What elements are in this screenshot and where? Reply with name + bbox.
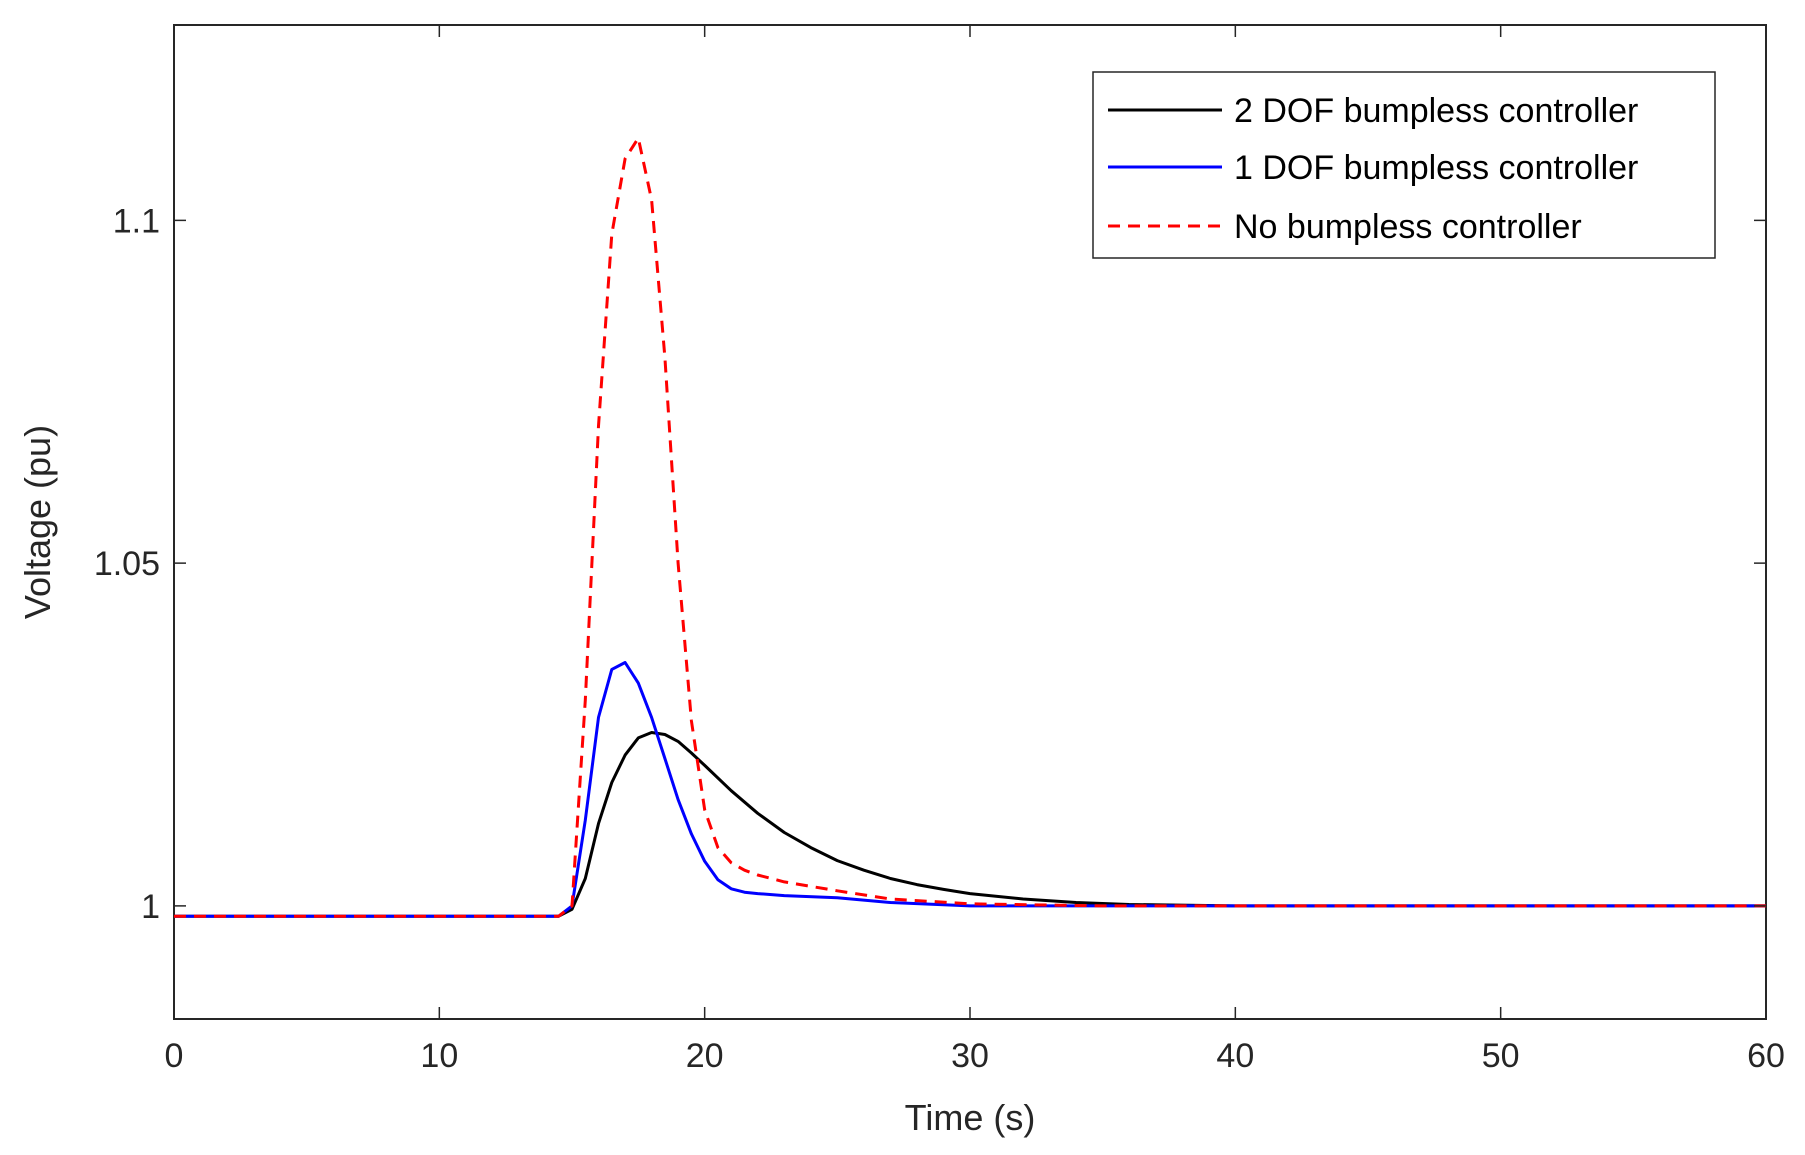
x-axis: 0 10 20 30 40 50 60 [165,25,1785,1075]
legend: 2 DOF bumpless controller 1 DOF bumpless… [1092,71,1716,259]
series-layer [174,136,1766,918]
legend-label-none: No bumpless controller [1234,208,1582,246]
y-tick-label: 1 [141,888,160,926]
x-tick-label: 30 [951,1037,989,1075]
x-tick-label: 20 [686,1037,724,1075]
y-axis-title: Voltage (pu) [17,425,58,619]
y-tick-label: 1.05 [94,545,160,583]
series-line-1dof [174,661,1766,918]
x-tick-label: 10 [420,1037,458,1075]
y-axis: 1 1.05 1.1 [94,202,1766,926]
series-line-no-bumpless [174,136,1766,918]
x-axis-title: Time (s) [905,1097,1036,1138]
x-tick-label: 50 [1482,1037,1520,1075]
legend-label-1dof: 1 DOF bumpless controller [1234,149,1638,187]
series-line-2dof [174,731,1766,918]
x-tick-label: 60 [1747,1037,1785,1075]
x-tick-label: 0 [165,1037,184,1075]
y-tick-label: 1.1 [113,202,160,240]
x-tick-label: 40 [1216,1037,1254,1075]
legend-label-2dof: 2 DOF bumpless controller [1234,92,1638,130]
